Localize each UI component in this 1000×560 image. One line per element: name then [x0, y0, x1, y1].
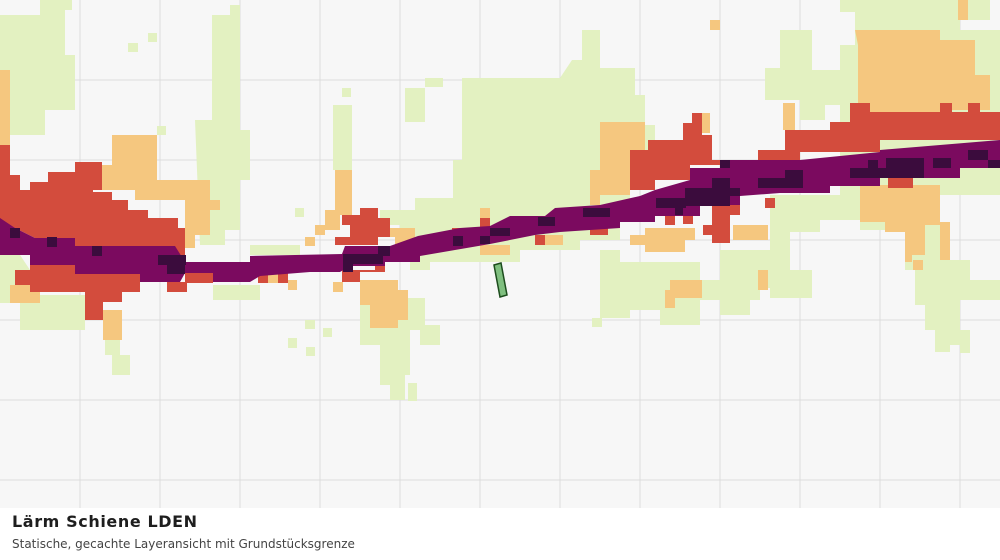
layer-subtitle: Statische, gecachte Layeransicht mit Gru…	[12, 537, 355, 551]
layer-title: Lärm Schiene LDEN	[12, 512, 198, 531]
noise-zone-extreme	[10, 150, 1000, 274]
parcel-boundary	[493, 262, 508, 298]
caption: Lärm Schiene LDEN Statische, gecachte La…	[12, 512, 355, 551]
noise-zone-medium	[0, 0, 990, 340]
map-view	[0, 0, 1000, 508]
noise-zone-high	[0, 103, 1000, 320]
noise-zone-very-high	[0, 140, 1000, 282]
